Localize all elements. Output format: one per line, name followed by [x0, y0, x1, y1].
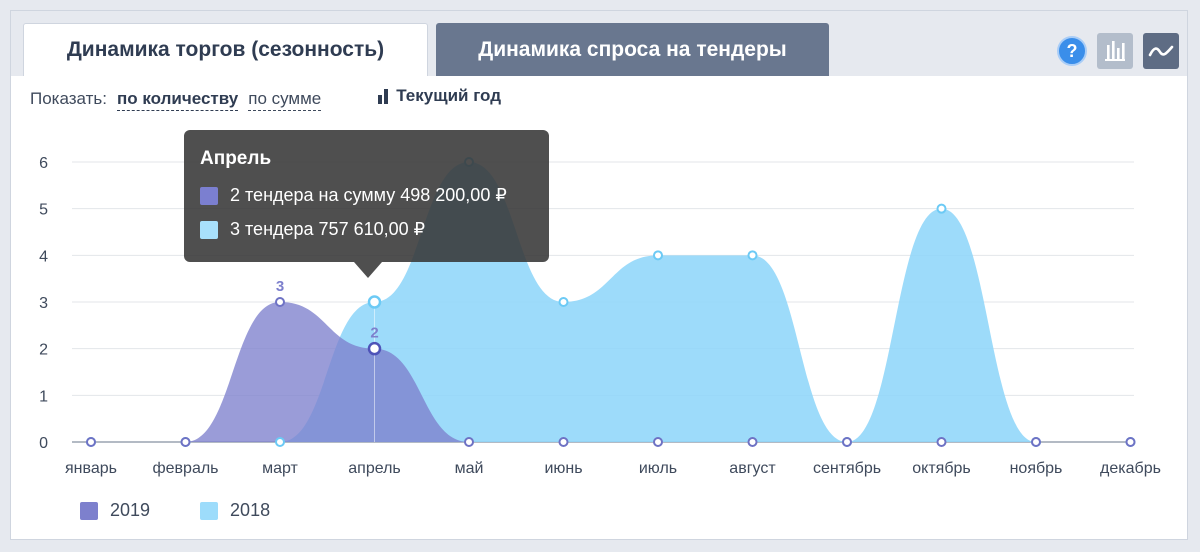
x-tick-label: апрель — [348, 460, 401, 477]
point-2019-3[interactable] — [367, 341, 382, 356]
legend-swatch-2019 — [80, 501, 98, 520]
small-bar-icon — [378, 89, 389, 104]
x-tick-label: февраль — [152, 460, 218, 477]
tooltip-swatch-2018 — [200, 220, 218, 239]
point-2018-9[interactable] — [936, 203, 947, 214]
current-year-label: Текущий год — [396, 86, 501, 105]
y-tick-label: 5 — [39, 202, 48, 219]
data-label-2019-2: 3 — [276, 278, 284, 295]
tooltip-row-2018: 3 тендера 757 610,00 ₽ — [200, 219, 533, 240]
x-tick-label: май — [455, 460, 484, 477]
x-tick-label: сентябрь — [813, 460, 881, 477]
x-tick-label: март — [262, 460, 298, 477]
y-tick-label: 0 — [39, 435, 48, 452]
point-2019-5[interactable] — [558, 437, 569, 447]
point-2019-9[interactable] — [936, 437, 947, 447]
legend-item-2019[interactable]: 2019 — [80, 500, 150, 521]
y-tick-label: 3 — [39, 295, 48, 312]
chart-legend: 2019 2018 — [80, 500, 270, 521]
current-year-toggle[interactable]: Текущий год — [377, 86, 501, 106]
toolbar: ? — [1057, 33, 1179, 69]
point-2019-11[interactable] — [1125, 437, 1136, 447]
tooltip-row-2019: 2 тендера на сумму 498 200,00 ₽ — [200, 185, 533, 206]
x-tick-label: ноябрь — [1010, 460, 1063, 477]
x-tick-label: январь — [65, 460, 117, 477]
tab-seasonality[interactable]: Динамика торгов (сезонность) — [23, 23, 428, 76]
tab-tender-demand[interactable]: Динамика спроса на тендеры — [436, 23, 829, 76]
help-button[interactable]: ? — [1057, 36, 1087, 66]
line-chart-button[interactable] — [1143, 33, 1179, 69]
legend-item-2018[interactable]: 2018 — [200, 500, 270, 521]
x-tick-label: декабрь — [1100, 460, 1161, 477]
x-tick-label: июль — [639, 460, 677, 477]
point-2019-2[interactable] — [275, 297, 285, 307]
point-2018-7[interactable] — [747, 250, 758, 261]
y-tick-label: 2 — [39, 342, 48, 359]
point-2019-1[interactable] — [180, 437, 191, 447]
point-2018-5[interactable] — [558, 297, 569, 307]
show-by-sum-link[interactable]: по сумме — [248, 89, 322, 111]
display-controls: Показать: по количеству по сумме Текущий… — [30, 86, 501, 111]
point-2019-4[interactable] — [464, 437, 474, 447]
line-chart-icon — [1148, 45, 1174, 57]
area-series-2019 — [91, 302, 1131, 442]
bar-chart-button[interactable] — [1097, 33, 1133, 69]
y-tick-label: 6 — [39, 155, 48, 172]
chart-panel: Динамика торгов (сезонность) Динамика сп… — [10, 10, 1188, 540]
show-label: Показать: — [30, 89, 107, 108]
x-tick-label: июнь — [544, 460, 582, 477]
point-2019-7[interactable] — [747, 437, 758, 447]
legend-label-2018: 2018 — [230, 500, 271, 520]
tooltip-swatch-2019 — [200, 186, 218, 205]
show-by-count-link[interactable]: по количеству — [117, 89, 239, 111]
x-tick-label: август — [729, 460, 776, 477]
bar-chart-icon — [1105, 41, 1125, 61]
y-tick-label: 1 — [39, 388, 48, 405]
tab-bar: Динамика торгов (сезонность) Динамика сп… — [11, 11, 1187, 76]
x-tick-label: октябрь — [912, 460, 970, 477]
point-2019-6[interactable] — [653, 437, 663, 447]
tooltip-text-2018: 3 тендера 757 610,00 ₽ — [230, 219, 426, 239]
y-tick-label: 4 — [39, 248, 48, 265]
point-2019-0[interactable] — [86, 437, 96, 447]
legend-swatch-2018 — [200, 501, 219, 520]
point-2018-6[interactable] — [653, 250, 663, 261]
tooltip-title: Апрель — [200, 148, 272, 169]
legend-label-2019: 2019 — [110, 500, 151, 520]
point-2018-3[interactable] — [367, 295, 382, 309]
data-label-2019-3: 2 — [370, 325, 378, 342]
chart-tooltip: Апрель 2 тендера на сумму 498 200,00 ₽ 3… — [184, 130, 549, 278]
tooltip-text-2019: 2 тендера на сумму 498 200,00 ₽ — [230, 185, 507, 205]
point-2019-10[interactable] — [1031, 437, 1041, 447]
point-2018-2[interactable] — [275, 437, 285, 447]
point-2019-8[interactable] — [842, 437, 852, 447]
